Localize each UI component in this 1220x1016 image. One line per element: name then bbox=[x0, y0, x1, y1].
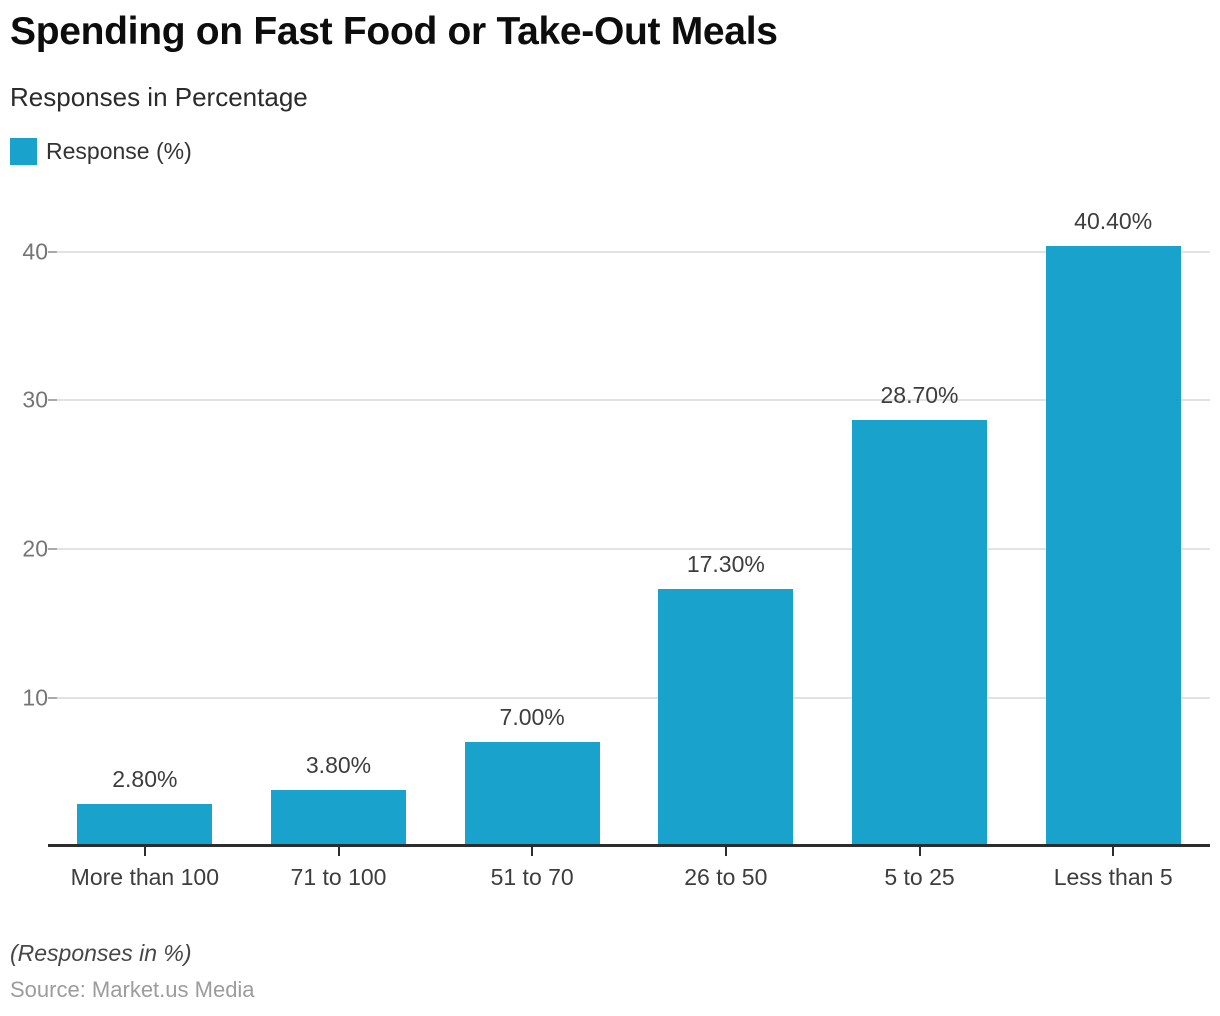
chart-title: Spending on Fast Food or Take-Out Meals bbox=[10, 10, 778, 53]
x-label-3: 51 to 70 bbox=[490, 864, 574, 890]
x-tick-6 bbox=[1112, 847, 1115, 856]
x-tick-4 bbox=[724, 847, 727, 856]
bar-5-to-25[interactable] bbox=[852, 419, 987, 846]
bar-26-to-50[interactable] bbox=[658, 589, 794, 846]
legend-label: Response (%) bbox=[46, 138, 192, 164]
value-label-4: 17.30% bbox=[686, 551, 765, 578]
legend: Response (%) bbox=[10, 138, 192, 165]
chart-area: 10 20 30 40 2.80% 3.80% 7.00% 17.30% 28.70% 40.4… bbox=[0, 200, 1220, 890]
x-label-1: More than 100 bbox=[70, 864, 219, 890]
x-label-5: 5 to 25 bbox=[884, 864, 955, 890]
y-tick-label-30: 30 bbox=[22, 386, 48, 413]
y-tick-label-40: 40 bbox=[22, 238, 48, 265]
footnote: (Responses in %) bbox=[10, 940, 192, 966]
grid-line-40 bbox=[48, 250, 1210, 253]
x-tick-3 bbox=[531, 847, 534, 856]
bar-less-than-5[interactable] bbox=[1045, 246, 1181, 846]
grid-line-30 bbox=[48, 399, 1210, 402]
legend-swatch-icon bbox=[10, 138, 37, 165]
y-tick-label-10: 10 bbox=[22, 684, 48, 710]
grid-line-20 bbox=[48, 548, 1210, 550]
x-tick-5 bbox=[918, 847, 921, 856]
value-label-5: 28.70% bbox=[880, 381, 959, 408]
bar-71-to-100[interactable] bbox=[271, 789, 406, 846]
value-label-3: 7.00% bbox=[499, 704, 565, 731]
bar-more-than-100[interactable] bbox=[77, 804, 213, 846]
chart-subtitle: Responses in Percentage bbox=[10, 82, 308, 112]
value-label-2: 3.80% bbox=[305, 751, 372, 778]
plot-area: 2.80% 3.80% 7.00% 17.30% 28.70% 40.40% bbox=[48, 200, 1210, 846]
bar-51-to-70[interactable] bbox=[464, 742, 600, 846]
x-label-6: Less than 5 bbox=[1053, 864, 1173, 890]
x-label-4: 26 to 50 bbox=[684, 864, 768, 890]
x-axis-line bbox=[48, 844, 1210, 847]
grid-line-10 bbox=[48, 696, 1210, 699]
x-label-2: 71 to 100 bbox=[290, 864, 387, 890]
value-label-6: 40.40% bbox=[1074, 208, 1153, 235]
x-tick-2 bbox=[337, 847, 340, 856]
value-label-1: 2.80% bbox=[112, 766, 178, 793]
y-tick-label-20: 20 bbox=[22, 535, 48, 562]
source-credit: Source: Market.us Media bbox=[10, 977, 255, 1002]
x-tick-1 bbox=[143, 847, 146, 856]
